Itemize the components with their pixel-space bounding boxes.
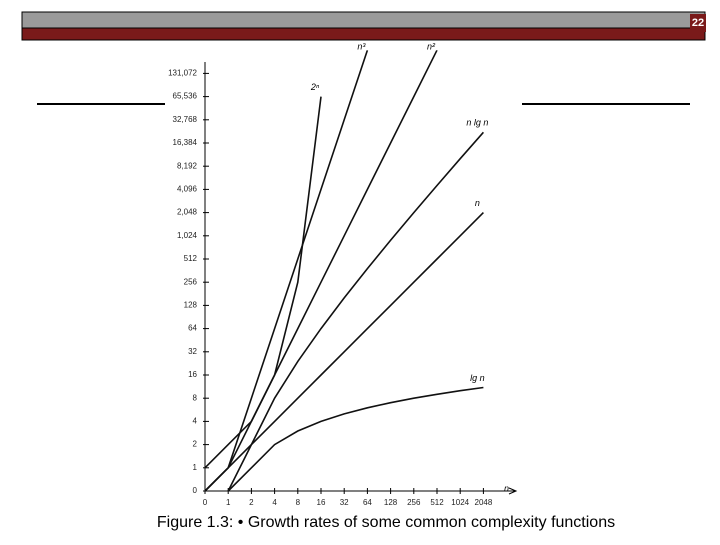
series-label: n xyxy=(475,198,480,208)
x-axis-arrow xyxy=(508,487,518,495)
header-band xyxy=(21,27,706,41)
y-tick-label: 1,024 xyxy=(177,231,198,240)
y-tick-label: 8 xyxy=(193,393,198,402)
series-line xyxy=(227,386,484,492)
y-tick-label: 16 xyxy=(188,370,197,379)
x-tick-label: 8 xyxy=(296,498,301,507)
x-tick-label: 2048 xyxy=(475,498,493,507)
series-line xyxy=(204,212,484,492)
slide-number-box xyxy=(690,14,706,32)
series-line xyxy=(227,131,485,492)
y-tick-label: 16,384 xyxy=(173,138,198,147)
x-tick-label: 2 xyxy=(249,498,254,507)
y-tick-label: 512 xyxy=(184,254,198,263)
x-tick-label: 512 xyxy=(430,498,444,507)
x-tick-label: 4 xyxy=(272,498,277,507)
y-tick-label: 2,048 xyxy=(177,208,198,217)
series-label: n² xyxy=(427,42,436,52)
y-tick-label: 131,072 xyxy=(168,69,197,78)
y-tick-label: 4 xyxy=(193,417,198,426)
series-label: n³ xyxy=(357,42,366,52)
y-tick-label: 32 xyxy=(188,347,197,356)
caption: Figure 1.3: • Growth rates of some commo… xyxy=(157,514,615,531)
x-tick-label: 1 xyxy=(226,498,231,507)
series-label: lg n xyxy=(470,373,485,383)
x-tick-label: 128 xyxy=(384,498,398,507)
y-tick-label: 64 xyxy=(188,324,197,333)
y-tick-label: 4,096 xyxy=(177,185,198,194)
header-bar xyxy=(21,11,706,29)
y-tick-label: 65,536 xyxy=(173,92,198,101)
x-tick-label: 32 xyxy=(340,498,349,507)
x-tick-label: 16 xyxy=(317,498,326,507)
series-line xyxy=(204,96,322,469)
x-axis-label: n xyxy=(504,483,509,493)
y-tick-label: 32,768 xyxy=(173,115,198,124)
series-line xyxy=(204,50,369,492)
y-tick-label: 0 xyxy=(193,486,198,495)
series-line xyxy=(204,50,438,492)
x-tick-label: 1024 xyxy=(451,498,469,507)
y-tick-label: 8,192 xyxy=(177,161,198,170)
series-label: 2ⁿ xyxy=(310,82,320,92)
y-tick-label: 2 xyxy=(193,440,198,449)
x-tick-label: 256 xyxy=(407,498,421,507)
y-tick-label: 128 xyxy=(184,301,198,310)
y-tick-label: 256 xyxy=(184,277,198,286)
x-tick-label: 0 xyxy=(203,498,208,507)
slide-number: 22 xyxy=(692,17,704,29)
y-tick-label: 1 xyxy=(193,463,198,472)
series-label: n lg n xyxy=(466,118,488,128)
x-tick-label: 64 xyxy=(363,498,372,507)
